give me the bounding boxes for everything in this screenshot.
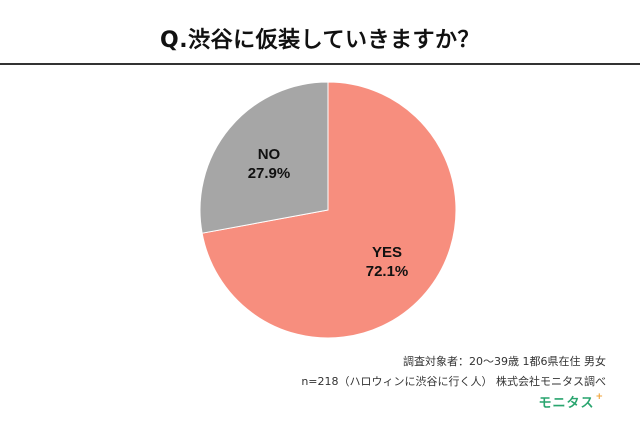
sample-source-note: n=218（ハロウィンに渋谷に行く人） 株式会社モニタス調べ xyxy=(301,375,606,388)
title-divider xyxy=(0,63,640,65)
slice-label-yes: YES xyxy=(372,244,402,261)
chart-title: Q.渋谷に仮装していきますか？ xyxy=(160,28,480,53)
pie-slice-yes xyxy=(201,81,457,339)
pie-slice-no xyxy=(199,81,329,234)
survey-target-note: 調査対象者：20〜39歳 1都6県在住 男女 xyxy=(403,355,606,368)
slice-value-no: 27.9% xyxy=(248,165,291,182)
logo-text: モニタス xyxy=(538,396,595,411)
slice-label-no: NO xyxy=(258,146,281,163)
monitas-logo: モニタス+ xyxy=(538,392,604,411)
slice-value-yes: 72.1% xyxy=(366,263,409,280)
logo-plus-icon: + xyxy=(595,392,604,402)
